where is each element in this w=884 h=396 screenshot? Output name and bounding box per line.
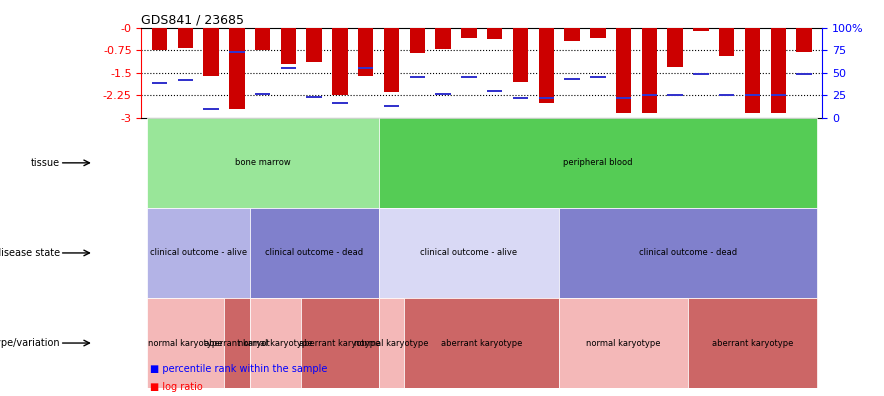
Bar [461, 76, 476, 78]
Text: aberrant karyot: aberrant karyot [204, 339, 270, 348]
Bar [538, 97, 554, 99]
Bar [487, 28, 502, 39]
Bar [616, 97, 631, 99]
Bar [332, 28, 347, 95]
Bar [229, 28, 245, 109]
Bar [796, 73, 812, 76]
Bar [667, 94, 683, 97]
Bar [771, 94, 786, 97]
Bar [642, 94, 657, 97]
Bar [667, 28, 683, 67]
Bar [436, 28, 451, 50]
Bar [178, 79, 193, 82]
FancyBboxPatch shape [147, 118, 378, 208]
Text: clinical outcome - dead: clinical outcome - dead [265, 248, 363, 257]
Bar [152, 82, 167, 84]
Bar [642, 28, 657, 113]
Bar [564, 28, 580, 41]
Bar [384, 105, 400, 107]
Text: tissue: tissue [31, 158, 60, 168]
Bar [771, 28, 786, 113]
Text: bone marrow: bone marrow [235, 158, 291, 168]
Bar [744, 28, 760, 113]
Text: GDS841 / 23685: GDS841 / 23685 [141, 13, 245, 27]
Text: disease state: disease state [0, 248, 60, 258]
Bar [178, 28, 193, 48]
FancyBboxPatch shape [147, 208, 250, 298]
Bar [513, 28, 529, 82]
Bar [744, 94, 760, 97]
Bar [229, 51, 245, 53]
Bar [719, 94, 735, 97]
Text: normal karyotype: normal karyotype [354, 339, 429, 348]
Text: aberrant karyotype: aberrant karyotype [300, 339, 381, 348]
FancyBboxPatch shape [224, 298, 250, 388]
Bar [719, 28, 735, 56]
Bar [203, 108, 219, 110]
Text: ■ log ratio: ■ log ratio [150, 382, 203, 392]
Text: ■ percentile rank within the sample: ■ percentile rank within the sample [150, 364, 328, 374]
FancyBboxPatch shape [560, 208, 817, 298]
Text: normal karyotype: normal karyotype [148, 339, 223, 348]
Bar [255, 93, 271, 95]
Bar [487, 89, 502, 92]
Bar [796, 28, 812, 52]
Text: clinical outcome - dead: clinical outcome - dead [639, 248, 737, 257]
Bar [693, 28, 709, 31]
Bar [281, 28, 296, 64]
Bar [513, 97, 529, 99]
Bar [409, 28, 425, 53]
Bar [591, 76, 606, 78]
Bar [332, 102, 347, 104]
FancyBboxPatch shape [378, 298, 405, 388]
Text: clinical outcome - alive: clinical outcome - alive [420, 248, 517, 257]
FancyBboxPatch shape [250, 208, 378, 298]
Bar [358, 67, 374, 69]
Bar [281, 67, 296, 69]
Text: peripheral blood: peripheral blood [563, 158, 633, 168]
Bar [409, 76, 425, 78]
FancyBboxPatch shape [688, 298, 817, 388]
Bar [307, 95, 322, 98]
Text: genotype/variation: genotype/variation [0, 338, 60, 348]
Bar [538, 28, 554, 103]
Bar [461, 28, 476, 38]
FancyBboxPatch shape [405, 298, 560, 388]
Bar [616, 28, 631, 113]
Text: aberrant karyotype: aberrant karyotype [441, 339, 522, 348]
Bar [203, 28, 219, 76]
FancyBboxPatch shape [250, 298, 301, 388]
FancyBboxPatch shape [378, 208, 560, 298]
FancyBboxPatch shape [147, 298, 224, 388]
Bar [384, 28, 400, 92]
Text: normal karyotype: normal karyotype [239, 339, 313, 348]
Bar [152, 28, 167, 50]
Bar [564, 78, 580, 80]
Text: normal karyotype: normal karyotype [586, 339, 661, 348]
FancyBboxPatch shape [301, 298, 378, 388]
Bar [436, 93, 451, 95]
Bar [591, 28, 606, 38]
Bar [255, 28, 271, 50]
Bar [358, 28, 374, 76]
FancyBboxPatch shape [560, 298, 688, 388]
Bar [693, 73, 709, 76]
FancyBboxPatch shape [378, 118, 817, 208]
Text: aberrant karyotype: aberrant karyotype [712, 339, 793, 348]
Text: clinical outcome - alive: clinical outcome - alive [149, 248, 247, 257]
Bar [307, 28, 322, 62]
